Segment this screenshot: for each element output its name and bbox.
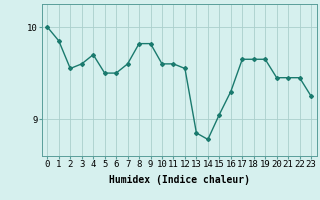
- X-axis label: Humidex (Indice chaleur): Humidex (Indice chaleur): [109, 175, 250, 185]
